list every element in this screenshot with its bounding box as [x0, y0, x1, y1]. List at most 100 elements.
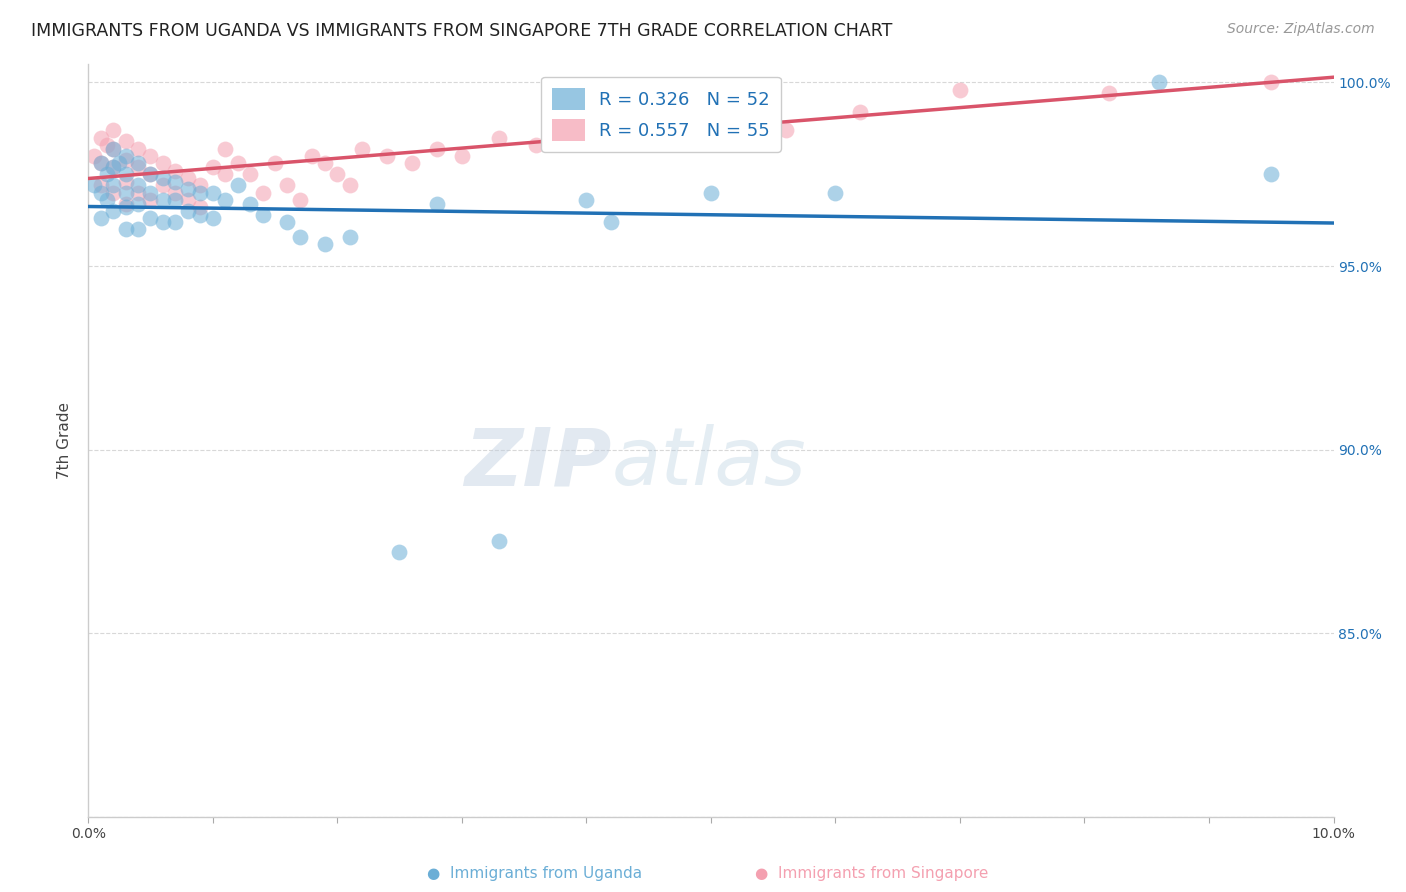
Point [214, 193, 236, 207]
Point [276, 178, 298, 193]
Point [352, 142, 374, 156]
Point [127, 156, 149, 170]
Point [526, 137, 548, 152]
Point [575, 123, 598, 137]
Text: ZIP: ZIP [464, 424, 612, 502]
Point [127, 142, 149, 156]
Point [700, 101, 723, 115]
Point [201, 160, 224, 174]
Point [101, 186, 124, 200]
Point [101, 178, 124, 193]
Point [214, 142, 236, 156]
Point [214, 167, 236, 181]
Point [139, 186, 162, 200]
Point [152, 170, 174, 185]
Point [114, 153, 136, 167]
Point [288, 229, 311, 244]
Point [188, 178, 211, 193]
Point [108, 156, 131, 170]
Point [1260, 75, 1282, 89]
Point [252, 186, 274, 200]
Point [165, 163, 187, 178]
Point [450, 149, 472, 163]
Point [90, 156, 112, 170]
Point [775, 123, 797, 137]
Point [101, 160, 124, 174]
Point [127, 178, 149, 193]
Point [700, 186, 723, 200]
Point [139, 167, 162, 181]
Point [226, 156, 249, 170]
Point [1260, 167, 1282, 181]
Point [1147, 75, 1170, 89]
Point [301, 149, 323, 163]
Point [114, 167, 136, 181]
Point [375, 149, 398, 163]
Point [488, 534, 510, 549]
Text: Source: ZipAtlas.com: Source: ZipAtlas.com [1227, 22, 1375, 37]
Point [314, 156, 336, 170]
Point [90, 211, 112, 226]
Point [90, 156, 112, 170]
Point [114, 222, 136, 236]
Point [114, 175, 136, 189]
Point [388, 545, 411, 559]
Legend: R = 0.326   N = 52, R = 0.557   N = 55: R = 0.326 N = 52, R = 0.557 N = 55 [541, 77, 780, 152]
Point [165, 215, 187, 229]
Point [114, 134, 136, 148]
Point [114, 149, 136, 163]
Point [139, 211, 162, 226]
Point [139, 149, 162, 163]
Point [139, 167, 162, 181]
Point [288, 193, 311, 207]
Point [314, 237, 336, 252]
Point [96, 167, 118, 181]
Point [824, 186, 846, 200]
Point [339, 229, 361, 244]
Point [426, 196, 449, 211]
Point [96, 137, 118, 152]
Point [201, 186, 224, 200]
Point [114, 186, 136, 200]
Point [127, 196, 149, 211]
Text: ●  Immigrants from Singapore: ● Immigrants from Singapore [755, 866, 988, 881]
Point [276, 215, 298, 229]
Point [114, 200, 136, 214]
Point [101, 123, 124, 137]
Point [239, 196, 262, 211]
Point [101, 142, 124, 156]
Point [101, 160, 124, 174]
Point [139, 193, 162, 207]
Point [152, 156, 174, 170]
Point [127, 160, 149, 174]
Text: atlas: atlas [612, 424, 806, 502]
Point [177, 203, 200, 218]
Point [177, 182, 200, 196]
Text: ●  Immigrants from Uganda: ● Immigrants from Uganda [426, 866, 643, 881]
Point [165, 186, 187, 200]
Point [637, 112, 659, 127]
Point [83, 178, 105, 193]
Point [127, 222, 149, 236]
Point [849, 104, 872, 119]
Text: IMMIGRANTS FROM UGANDA VS IMMIGRANTS FROM SINGAPORE 7TH GRADE CORRELATION CHART: IMMIGRANTS FROM UGANDA VS IMMIGRANTS FRO… [31, 22, 893, 40]
Point [90, 130, 112, 145]
Point [239, 167, 262, 181]
Point [949, 83, 972, 97]
Point [600, 215, 623, 229]
Point [339, 178, 361, 193]
Point [90, 178, 112, 193]
Point [165, 193, 187, 207]
Point [90, 186, 112, 200]
Point [101, 142, 124, 156]
Point [152, 178, 174, 193]
Point [177, 193, 200, 207]
Point [152, 193, 174, 207]
Point [575, 193, 598, 207]
Point [96, 193, 118, 207]
Point [152, 215, 174, 229]
Point [188, 200, 211, 214]
Point [226, 178, 249, 193]
Point [201, 211, 224, 226]
Point [177, 170, 200, 185]
